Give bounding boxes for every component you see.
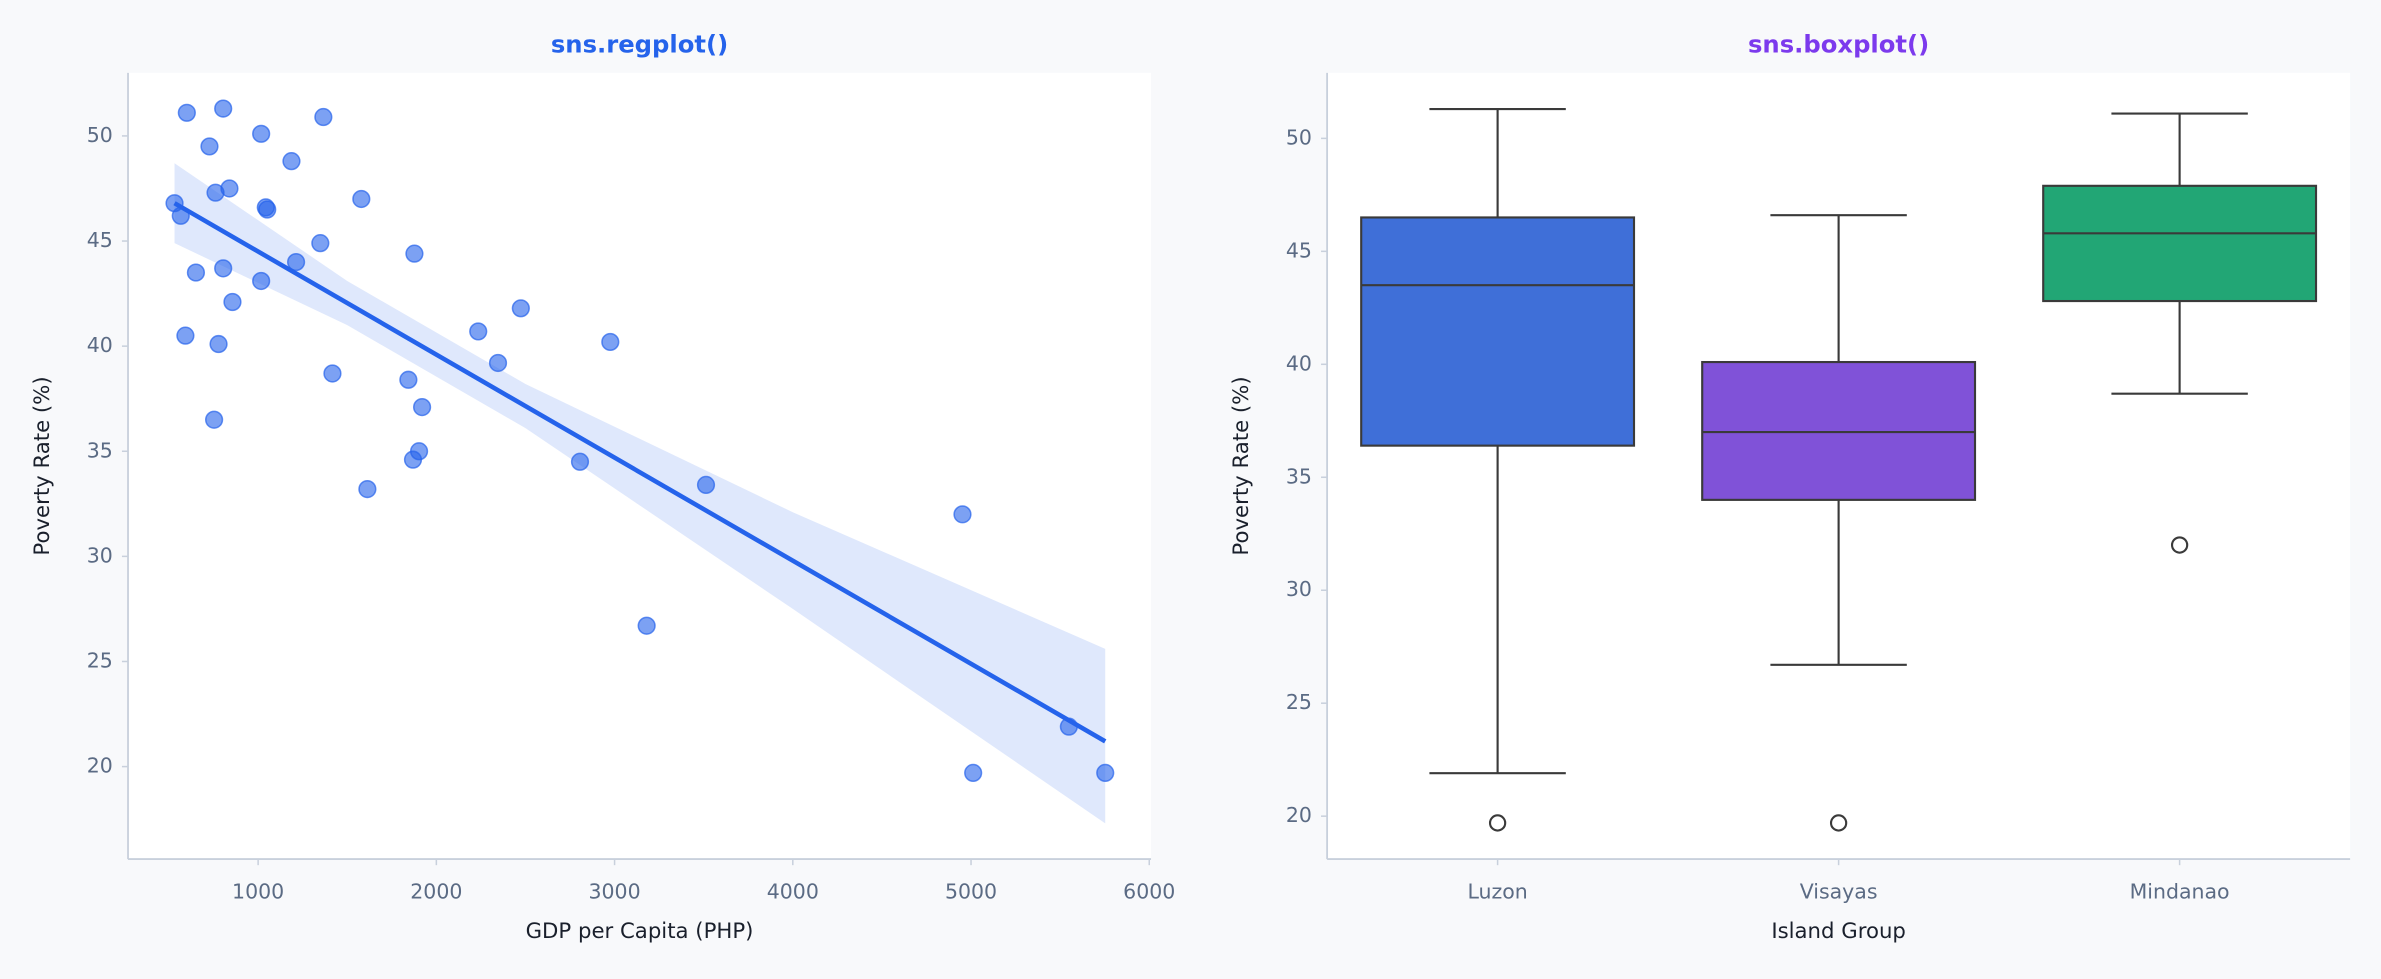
outlier [1829, 814, 1848, 832]
data-point [488, 353, 508, 373]
y-axis-label: Poverty Rate (%) [1229, 376, 1254, 555]
outlier [2170, 536, 2189, 554]
x-tick-label: 6000 [1123, 879, 1175, 903]
y-tick-label: 50 [1286, 125, 1312, 149]
data-point [214, 99, 233, 118]
data-point [223, 292, 242, 312]
x-tick-label: Mindanao [2130, 879, 2230, 903]
y-tick-label: 30 [1286, 577, 1312, 601]
data-point [953, 505, 972, 524]
data-point [1096, 763, 1115, 783]
data-point [214, 259, 233, 278]
box [1360, 216, 1636, 447]
x-tick-label: 2000 [410, 879, 462, 903]
data-point [282, 152, 301, 171]
data-point [469, 322, 488, 341]
data-point [601, 332, 620, 352]
data-point [323, 364, 342, 383]
chart-title: sns.boxplot() [1748, 30, 1929, 59]
plot-area [128, 72, 1152, 860]
x-tick-label: 5000 [945, 879, 997, 903]
y-tick-label: 25 [1286, 690, 1312, 714]
box [2042, 184, 2318, 303]
data-point [204, 410, 224, 429]
data-point [412, 398, 432, 417]
y-tick-label: 45 [87, 228, 113, 252]
data-point [405, 244, 424, 263]
data-point [176, 326, 195, 345]
x-tick-label: 4000 [767, 879, 819, 903]
x-axis-label: GDP per Capita (PHP) [526, 919, 754, 944]
data-point [209, 334, 228, 354]
data-point [352, 189, 371, 209]
x-axis-label: Island Group [1771, 919, 1906, 944]
data-point [286, 252, 306, 272]
data-point [200, 137, 219, 156]
regression-line [173, 201, 1107, 744]
box [1701, 360, 1977, 501]
x-tick-label: Luzon [1467, 879, 1527, 903]
y-tick-label: 25 [87, 648, 113, 672]
data-point [311, 234, 330, 253]
data-point [252, 124, 271, 143]
y-tick-label: 30 [87, 543, 113, 567]
y-axis-label: Poverty Rate (%) [30, 376, 55, 555]
y-tick-label: 35 [87, 438, 113, 462]
data-point [637, 616, 656, 635]
data-point [399, 370, 418, 389]
y-tick-label: 40 [1286, 351, 1312, 375]
y-tick-label: 45 [1286, 238, 1312, 262]
y-tick-label: 20 [87, 754, 113, 778]
data-point [358, 479, 377, 499]
y-tick-label: 50 [87, 123, 113, 147]
x-tick-label: Visayas [1800, 879, 1878, 903]
data-point [258, 200, 277, 219]
data-point [220, 179, 239, 198]
data-point [314, 107, 333, 127]
y-tick-label: 20 [1286, 803, 1312, 827]
y-tick-label: 40 [87, 333, 113, 357]
data-point [409, 442, 429, 461]
chart-title: sns.regplot() [551, 30, 728, 59]
x-tick-label: 3000 [589, 879, 641, 903]
data-point [696, 475, 716, 495]
data-point [570, 452, 590, 471]
confidence-band [174, 163, 1106, 824]
data-point [964, 763, 983, 783]
data-point [177, 103, 196, 122]
outlier [1488, 814, 1507, 832]
x-tick-label: 1000 [232, 879, 284, 903]
data-point [252, 271, 271, 291]
data-point [511, 299, 530, 318]
data-point [186, 263, 206, 282]
y-tick-label: 35 [1286, 464, 1312, 488]
